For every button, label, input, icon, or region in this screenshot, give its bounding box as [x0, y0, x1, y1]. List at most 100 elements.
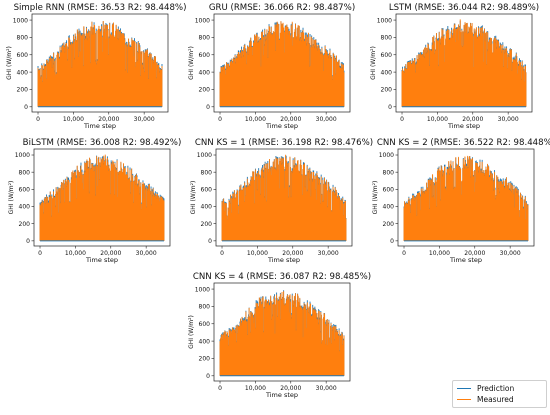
- chart-panel-4: BiLSTM (RMSE: 36.008 R2: 98.492%) 0 200 400…: [8, 138, 181, 264]
- legend: Prediction Measured: [452, 380, 547, 408]
- y-tick-label: 200: [383, 221, 395, 228]
- x-tick-label: 30,000: [318, 250, 339, 257]
- chart-title: CNN KS = 2 (RMSE: 36.522 R2: 98.448%): [377, 138, 550, 148]
- x-tick-label: 0: [218, 116, 222, 123]
- legend-item-prediction: Prediction: [457, 383, 514, 394]
- plot-frame: [33, 148, 171, 247]
- chart-panel-2: GRU (RMSE: 36.066 R2: 98.487%) 0 200 400 600…: [188, 3, 355, 130]
- y-tick-label: 0: [208, 238, 212, 245]
- series-measured: [219, 21, 345, 107]
- y-tick-label: 1000: [15, 152, 30, 159]
- y-tick-label: 400: [19, 204, 31, 211]
- x-axis-label: Time step: [449, 256, 482, 264]
- chart-title: CNN KS = 1 (RMSE: 36.198 R2: 98.476%): [195, 138, 373, 148]
- y-axis-label: GHI (W/m²): [188, 315, 195, 349]
- y-tick-label: 1000: [377, 17, 392, 24]
- x-tick-label: 10,000: [245, 385, 266, 392]
- chart-panel-3: LSTM (RMSE: 36.044 R2: 98.489%) 0 200 400 60…: [370, 3, 539, 130]
- y-tick-label: 200: [19, 221, 31, 228]
- x-tick-label: 10,000: [65, 250, 86, 257]
- plot-frame: [395, 13, 533, 113]
- plot-frame: [397, 148, 535, 247]
- x-tick-label: 20,000: [280, 385, 301, 392]
- x-tick-label: 30,000: [316, 385, 337, 392]
- y-tick-label: 400: [381, 69, 393, 76]
- chart-title: CNN KS = 4 (RMSE: 36.087 R2: 98.485%): [193, 272, 371, 282]
- x-tick-label: 0: [38, 250, 42, 257]
- y-tick-label: 600: [19, 187, 31, 194]
- series-measured: [219, 291, 345, 376]
- chart-title: Simple RNN (RMSE: 36.53 R2: 98.448%): [14, 3, 187, 13]
- y-tick-label: 600: [383, 187, 395, 194]
- x-tick-label: 30,000: [136, 250, 157, 257]
- y-tick-label: 800: [383, 169, 395, 176]
- y-tick-label: 200: [199, 87, 211, 94]
- x-axis-label: Time step: [267, 256, 300, 264]
- x-tick-label: 10,000: [247, 250, 268, 257]
- y-tick-label: 200: [381, 87, 393, 94]
- chart-title: BiLSTM (RMSE: 36.008 R2: 98.492%): [23, 138, 182, 148]
- x-tick-label: 20,000: [464, 250, 485, 257]
- x-axis-label: Time step: [83, 122, 116, 130]
- y-tick-label: 0: [24, 104, 28, 111]
- x-tick-label: 30,000: [316, 116, 337, 123]
- y-tick-label: 200: [199, 356, 211, 363]
- y-tick-label: 400: [199, 338, 211, 345]
- y-tick-label: 200: [17, 87, 29, 94]
- y-tick-label: 600: [199, 52, 211, 59]
- chart-title: LSTM (RMSE: 36.044 R2: 98.489%): [389, 3, 539, 13]
- x-tick-label: 30,000: [498, 116, 519, 123]
- y-axis-label: GHI (W/m²): [188, 46, 195, 80]
- plot-frame: [213, 13, 351, 113]
- y-tick-label: 800: [19, 169, 31, 176]
- y-tick-label: 0: [390, 238, 394, 245]
- y-axis-label: GHI (W/m²): [190, 181, 197, 215]
- y-tick-label: 0: [206, 373, 210, 380]
- chart-panel-7: CNN KS = 4 (RMSE: 36.087 R2: 98.485%) 0 20…: [188, 272, 371, 399]
- y-axis-label: GHI (W/m²): [370, 46, 377, 80]
- chart-panel-6: CNN KS = 2 (RMSE: 36.522 R2: 98.448%) 0 20…: [372, 138, 550, 264]
- y-tick-label: 800: [381, 35, 393, 42]
- x-axis-label: Time step: [265, 122, 298, 130]
- x-tick-label: 0: [402, 250, 406, 257]
- y-tick-label: 600: [201, 187, 213, 194]
- y-tick-label: 0: [26, 238, 30, 245]
- chart-panel-1: Simple RNN (RMSE: 36.53 R2: 98.448%) 0 200…: [6, 3, 186, 130]
- y-tick-label: 400: [201, 204, 213, 211]
- x-tick-label: 20,000: [280, 116, 301, 123]
- x-tick-label: 20,000: [98, 116, 119, 123]
- y-tick-label: 800: [201, 169, 213, 176]
- y-tick-label: 800: [199, 35, 211, 42]
- x-tick-label: 0: [400, 116, 404, 123]
- chart-panel-5: CNN KS = 1 (RMSE: 36.198 R2: 98.476%) 0 20…: [190, 138, 373, 264]
- y-tick-label: 600: [17, 52, 29, 59]
- y-tick-label: 1000: [195, 17, 210, 24]
- x-tick-label: 20,000: [462, 116, 483, 123]
- plot-frame: [213, 282, 351, 382]
- legend-label-prediction: Prediction: [477, 384, 515, 393]
- legend-label-measured: Measured: [477, 395, 514, 404]
- legend-swatch-measured: [457, 399, 471, 400]
- x-tick-label: 10,000: [245, 116, 266, 123]
- series-measured: [39, 154, 165, 241]
- chart-title: GRU (RMSE: 36.066 R2: 98.487%): [209, 3, 355, 13]
- x-tick-label: 20,000: [282, 250, 303, 257]
- x-axis-label: Time step: [85, 256, 118, 264]
- plot-frame: [31, 13, 169, 113]
- x-tick-label: 30,000: [500, 250, 521, 257]
- y-tick-label: 600: [199, 321, 211, 328]
- y-tick-label: 400: [17, 69, 29, 76]
- legend-swatch-prediction: [457, 388, 471, 389]
- x-tick-label: 0: [36, 116, 40, 123]
- x-tick-label: 0: [220, 250, 224, 257]
- legend-item-measured: Measured: [457, 394, 514, 405]
- y-tick-label: 800: [199, 304, 211, 311]
- y-tick-label: 800: [17, 35, 29, 42]
- x-axis-label: Time step: [447, 122, 480, 130]
- x-tick-label: 10,000: [63, 116, 84, 123]
- y-tick-label: 1000: [13, 17, 28, 24]
- x-tick-label: 20,000: [100, 250, 121, 257]
- series-measured: [401, 19, 527, 107]
- x-tick-label: 10,000: [427, 116, 448, 123]
- y-tick-label: 0: [206, 104, 210, 111]
